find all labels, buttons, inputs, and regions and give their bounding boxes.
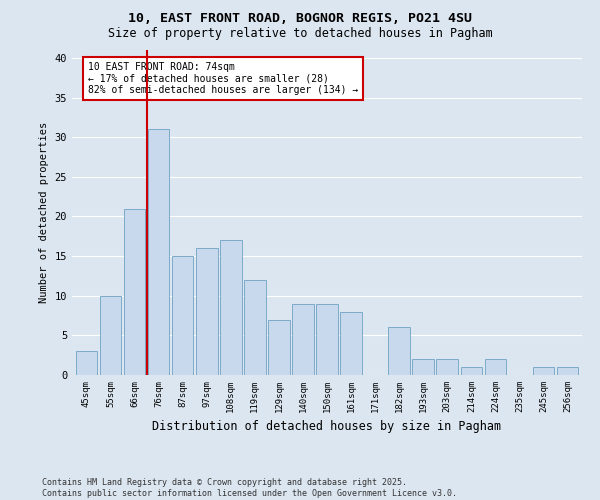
Bar [340,312,362,375]
Text: 10 EAST FRONT ROAD: 74sqm
← 17% of detached houses are smaller (28)
82% of semi-: 10 EAST FRONT ROAD: 74sqm ← 17% of detac… [88,62,358,95]
Bar [196,248,218,375]
Bar [533,367,554,375]
Bar [172,256,193,375]
Text: 10, EAST FRONT ROAD, BOGNOR REGIS, PO21 4SU: 10, EAST FRONT ROAD, BOGNOR REGIS, PO21 … [128,12,472,26]
Bar [76,351,97,375]
Text: Size of property relative to detached houses in Pagham: Size of property relative to detached ho… [107,28,493,40]
Bar [388,328,410,375]
Bar [148,130,169,375]
Bar [124,208,145,375]
Bar [412,359,434,375]
Bar [244,280,266,375]
Bar [316,304,338,375]
Bar [268,320,290,375]
Bar [461,367,482,375]
X-axis label: Distribution of detached houses by size in Pagham: Distribution of detached houses by size … [152,420,502,434]
Bar [292,304,314,375]
Bar [557,367,578,375]
Bar [485,359,506,375]
Y-axis label: Number of detached properties: Number of detached properties [39,122,49,303]
Text: Contains HM Land Registry data © Crown copyright and database right 2025.
Contai: Contains HM Land Registry data © Crown c… [42,478,457,498]
Bar [436,359,458,375]
Bar [100,296,121,375]
Bar [220,240,242,375]
